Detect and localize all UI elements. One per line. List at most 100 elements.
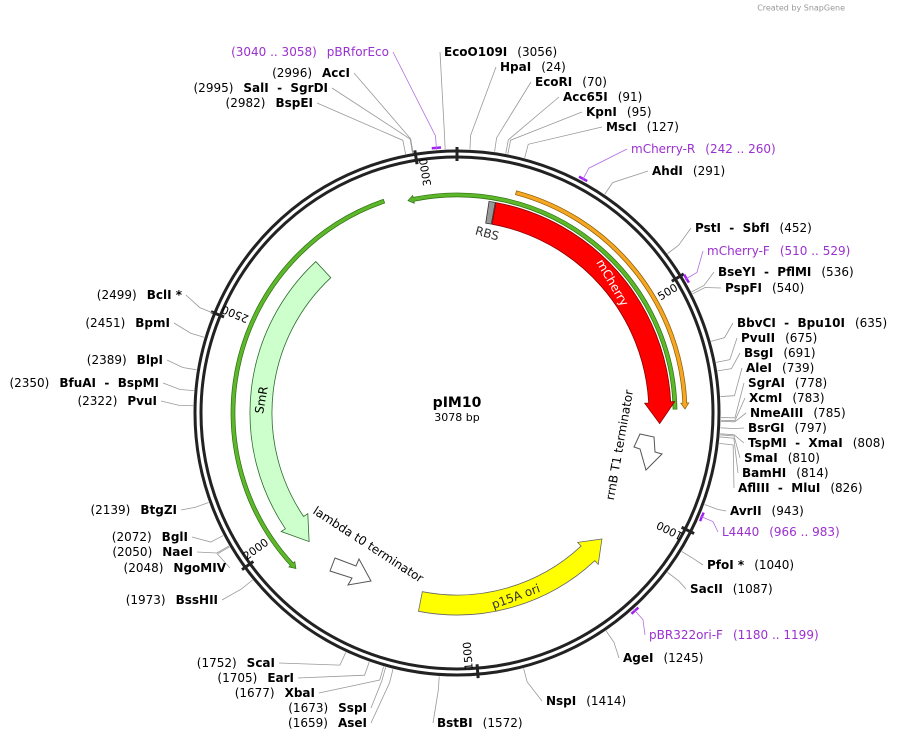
site-label: (2451) BpmI bbox=[85, 316, 170, 330]
site-label: SmaI (810) bbox=[744, 451, 820, 465]
site-label-part: (691) bbox=[783, 346, 815, 360]
site-label: TspMI - XmaI (808) bbox=[748, 436, 885, 450]
site-label: PstI - SbfI (452) bbox=[695, 221, 812, 235]
ruler-tick bbox=[241, 560, 255, 571]
feature-arrow bbox=[491, 202, 676, 425]
leader-line bbox=[719, 442, 735, 489]
ruler-tick bbox=[671, 272, 685, 283]
site-label-part: (814) bbox=[796, 466, 828, 480]
site-label-part: PspFI bbox=[725, 281, 762, 295]
site-label: BstBI (1572) bbox=[437, 716, 523, 730]
primer-label: mCherry-R (242 .. 260) bbox=[631, 142, 776, 156]
leader-line bbox=[439, 51, 446, 150]
site-label-part: (95) bbox=[627, 105, 652, 119]
cds-extent bbox=[230, 198, 386, 570]
site-label: BamHI (814) bbox=[742, 466, 829, 480]
leader-line bbox=[221, 579, 253, 601]
site-label-part: (452) bbox=[780, 221, 812, 235]
site-label-part: (540) bbox=[772, 281, 804, 295]
leader-line bbox=[432, 676, 440, 724]
site-label-part: (739) bbox=[782, 361, 814, 375]
credit: Created by SnapGene bbox=[757, 4, 845, 13]
primer-label: (3040 .. 3058) pBRforEco bbox=[231, 45, 389, 59]
site-label-part: (2139) bbox=[90, 503, 130, 517]
feature-arrow bbox=[418, 538, 603, 616]
site-label-part: (783) bbox=[792, 391, 824, 405]
primer-label: mCherry-F (510 .. 529) bbox=[707, 244, 850, 258]
site-label-part: (24) bbox=[541, 60, 566, 74]
primer-label-part: pBR322ori-F bbox=[649, 628, 723, 642]
ruler-label: 1500 bbox=[461, 641, 476, 670]
site-label-part: (785) bbox=[813, 406, 845, 420]
ruler-tick bbox=[680, 525, 695, 535]
ruler-label: 2500 bbox=[220, 303, 251, 326]
site-label-part: EarI bbox=[267, 671, 294, 685]
leader-line bbox=[633, 608, 646, 636]
site-label-part: BsgI bbox=[744, 346, 773, 360]
site-label-part: (943) bbox=[772, 504, 804, 518]
site-label-part: (2048) bbox=[124, 561, 164, 575]
site-label-part: ScaI bbox=[247, 656, 275, 670]
primer-label-part: (242 .. 260) bbox=[705, 142, 775, 156]
leader-line bbox=[523, 668, 543, 702]
leader-line bbox=[278, 652, 347, 666]
feature-label: SmR bbox=[252, 385, 271, 415]
site-label: HpaI (24) bbox=[500, 60, 566, 74]
site-label-part: SacII bbox=[690, 582, 723, 596]
site-label-part: (675) bbox=[785, 331, 817, 345]
site-label: Acc65I (91) bbox=[563, 90, 642, 104]
site-label-part: (1040) bbox=[754, 558, 794, 572]
feature-label: RBS bbox=[474, 224, 501, 244]
leader-line bbox=[316, 102, 406, 155]
feature-label: rrnB T1 terminator bbox=[603, 389, 636, 501]
leader-line bbox=[699, 515, 719, 533]
leader-line bbox=[297, 661, 370, 679]
site-label-part: (2072) bbox=[112, 530, 152, 544]
site-label-part: BssHII bbox=[176, 593, 218, 607]
leader-line bbox=[691, 271, 715, 293]
site-label: PfoI * (1040) bbox=[707, 558, 794, 572]
site-label-part: BspEI bbox=[275, 96, 313, 110]
site-label-part: AseI bbox=[338, 716, 367, 730]
primer-label-part: (966 .. 983) bbox=[769, 525, 839, 539]
site-label-part: BlpI bbox=[137, 353, 163, 367]
site-label-part: (127) bbox=[647, 120, 679, 134]
site-label: NmeAIII (785) bbox=[750, 406, 846, 420]
site-label-part: XcmI bbox=[749, 391, 782, 405]
plasmid-name: pIM10 bbox=[433, 395, 482, 411]
site-label-part: (1752) bbox=[197, 656, 237, 670]
leader-line bbox=[667, 227, 692, 254]
site-label: (2072) BglI bbox=[112, 530, 188, 544]
leader-line bbox=[196, 545, 230, 554]
site-label-part: (536) bbox=[821, 265, 853, 279]
feature-label: lambda t0 terminator bbox=[310, 504, 426, 586]
leader-line bbox=[331, 87, 413, 153]
site-label: (2050) NaeI bbox=[112, 545, 193, 559]
site-label-part: (1414) bbox=[586, 694, 626, 708]
site-label-part: (291) bbox=[693, 164, 725, 178]
site-label-part: NmeAIII bbox=[750, 406, 803, 420]
site-label-part: TspMI - XmaI bbox=[748, 436, 843, 450]
leader-line bbox=[667, 572, 687, 590]
leader-line bbox=[720, 397, 746, 422]
feature-arrow bbox=[249, 261, 332, 543]
site-label-part: SalI - SgrDI bbox=[243, 81, 328, 95]
site-label-part: (2050) bbox=[112, 545, 152, 559]
site-label: EcoRI (70) bbox=[535, 75, 607, 89]
site-label: AhdI (291) bbox=[652, 164, 725, 178]
leader-line bbox=[720, 412, 747, 423]
site-label: (2982) BspEI bbox=[226, 96, 313, 110]
site-label-part: PfoI * bbox=[707, 558, 745, 572]
site-label-part: NspI bbox=[546, 694, 576, 708]
site-label-part: SmaI bbox=[744, 451, 778, 465]
leader-line bbox=[604, 170, 649, 195]
site-label-part: (810) bbox=[788, 451, 820, 465]
leader-line bbox=[711, 322, 734, 342]
ruler-tick bbox=[413, 150, 419, 165]
site-label-part: BclI * bbox=[147, 288, 183, 302]
leader-line bbox=[716, 337, 738, 363]
site-label: (1659) AseI bbox=[288, 716, 367, 730]
site-label-part: PstI - SbfI bbox=[695, 221, 770, 235]
site-label-part: (91) bbox=[618, 90, 643, 104]
